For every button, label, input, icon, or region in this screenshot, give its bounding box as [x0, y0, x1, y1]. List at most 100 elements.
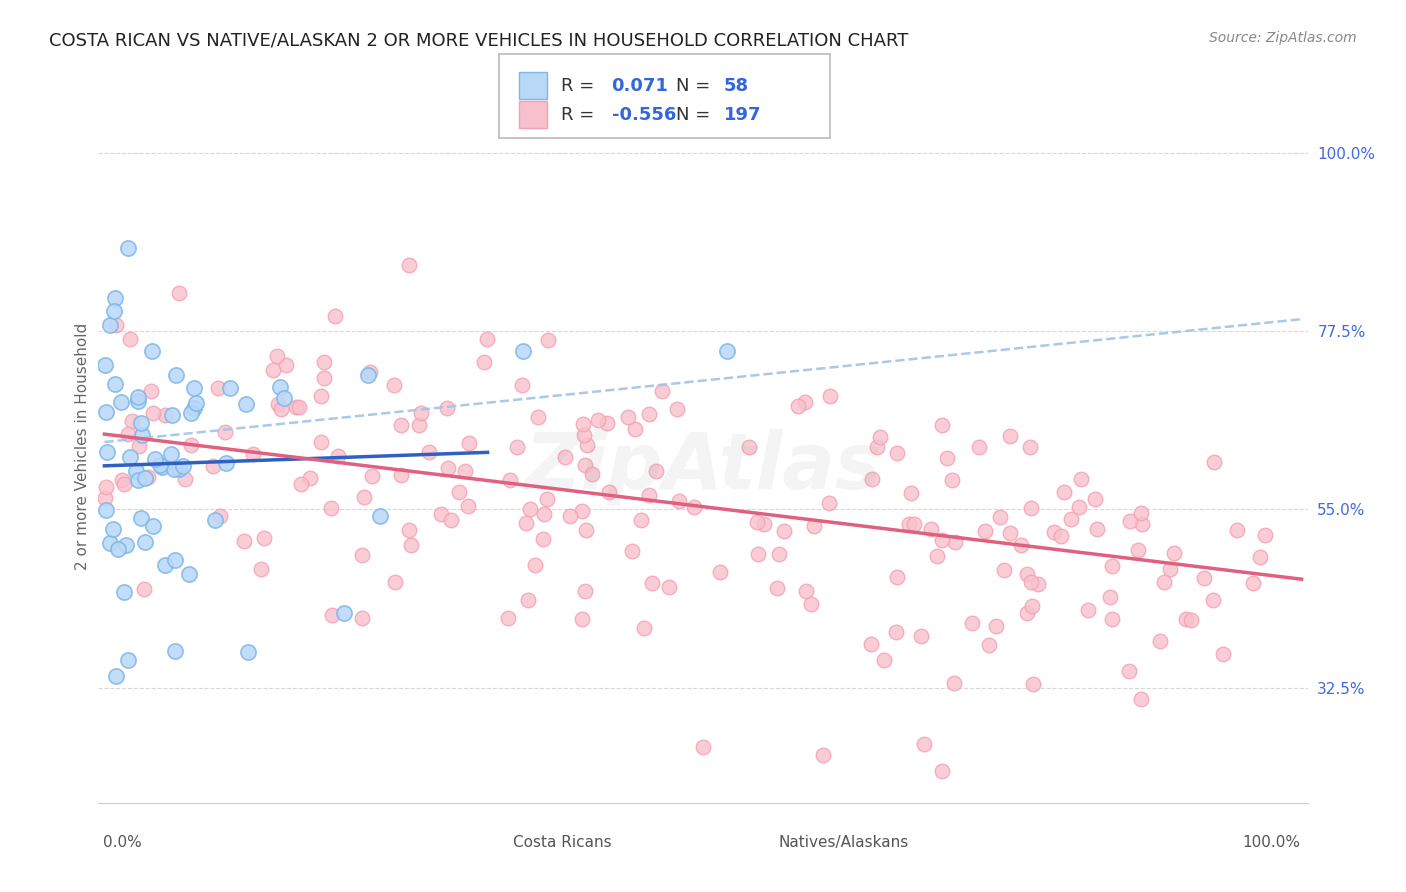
Point — [745, 515, 768, 529]
Point — [624, 422, 647, 436]
Point — [1163, 546, 1185, 560]
Text: R =: R = — [561, 105, 600, 123]
Point — [536, 491, 558, 506]
Point — [326, 450, 349, 464]
Point — [352, 548, 374, 562]
Point — [132, 582, 155, 596]
Point — [180, 437, 202, 451]
Text: 0.0%: 0.0% — [103, 836, 142, 850]
Point — [163, 644, 186, 658]
Point — [515, 516, 537, 531]
Point — [925, 549, 948, 563]
Point — [633, 621, 655, 635]
Point — [638, 407, 661, 421]
Point — [1015, 606, 1038, 620]
Point — [321, 608, 343, 623]
Point — [554, 450, 576, 464]
Point — [598, 485, 620, 500]
Point — [110, 395, 132, 409]
Point — [998, 428, 1021, 442]
Point — [311, 435, 333, 450]
Point — [107, 541, 129, 556]
Point — [447, 484, 470, 499]
Point — [571, 504, 593, 518]
Point — [1019, 440, 1042, 454]
Point — [920, 522, 942, 536]
Point — [1153, 574, 1175, 589]
Point — [818, 390, 841, 404]
Point — [986, 619, 1008, 633]
Point — [979, 638, 1001, 652]
Point — [766, 581, 789, 595]
Point — [165, 368, 187, 382]
Point — [117, 241, 139, 255]
Point — [692, 740, 714, 755]
Point — [1204, 455, 1226, 469]
Point — [945, 534, 967, 549]
Point — [1010, 537, 1032, 551]
Text: ZipAtlas: ZipAtlas — [524, 429, 882, 506]
Point — [389, 418, 412, 433]
Point — [581, 467, 603, 482]
Point — [288, 400, 311, 414]
Point — [773, 524, 796, 539]
Point — [1085, 522, 1108, 536]
Point — [127, 390, 149, 404]
Point — [716, 343, 738, 358]
Point — [658, 580, 681, 594]
Point — [209, 509, 232, 524]
Text: Source: ZipAtlas.com: Source: ZipAtlas.com — [1209, 31, 1357, 45]
Point — [167, 462, 190, 476]
Point — [262, 362, 284, 376]
Point — [118, 450, 141, 465]
Point — [290, 477, 312, 491]
Point — [266, 349, 288, 363]
Point — [1202, 593, 1225, 607]
Point — [359, 365, 381, 379]
Point — [873, 653, 896, 667]
Point — [163, 553, 186, 567]
Point — [285, 400, 308, 414]
Point — [1077, 603, 1099, 617]
Point — [1192, 571, 1215, 585]
Point — [458, 435, 481, 450]
Point — [574, 584, 596, 599]
Point — [411, 407, 433, 421]
Point — [242, 447, 264, 461]
Point — [787, 399, 810, 413]
Point — [527, 410, 550, 425]
Point — [886, 625, 908, 640]
Point — [219, 381, 242, 395]
Point — [314, 371, 336, 385]
Point — [319, 500, 342, 515]
Point — [235, 397, 257, 411]
Point — [571, 612, 593, 626]
Point — [1021, 599, 1043, 613]
Point — [1049, 528, 1071, 542]
Point — [1067, 500, 1090, 514]
Point — [141, 384, 163, 399]
Point — [172, 458, 194, 473]
Point — [368, 509, 391, 524]
Point — [1212, 647, 1234, 661]
Y-axis label: 2 or more Vehicles in Household: 2 or more Vehicles in Household — [75, 322, 90, 570]
Point — [96, 445, 118, 459]
Point — [1126, 543, 1149, 558]
Point — [142, 406, 165, 420]
Point — [1022, 676, 1045, 690]
Text: R =: R = — [561, 77, 600, 95]
Point — [1101, 612, 1123, 626]
Point — [384, 574, 406, 589]
Point — [506, 440, 529, 454]
Point — [1129, 692, 1152, 706]
Point — [572, 417, 595, 432]
Point — [94, 358, 117, 372]
Point — [1099, 590, 1122, 604]
Point — [641, 576, 664, 591]
Point — [457, 499, 479, 513]
Point — [1019, 574, 1042, 589]
Point — [253, 531, 276, 545]
Text: -0.556: -0.556 — [612, 105, 676, 123]
Point — [869, 430, 891, 444]
Point — [737, 440, 759, 454]
